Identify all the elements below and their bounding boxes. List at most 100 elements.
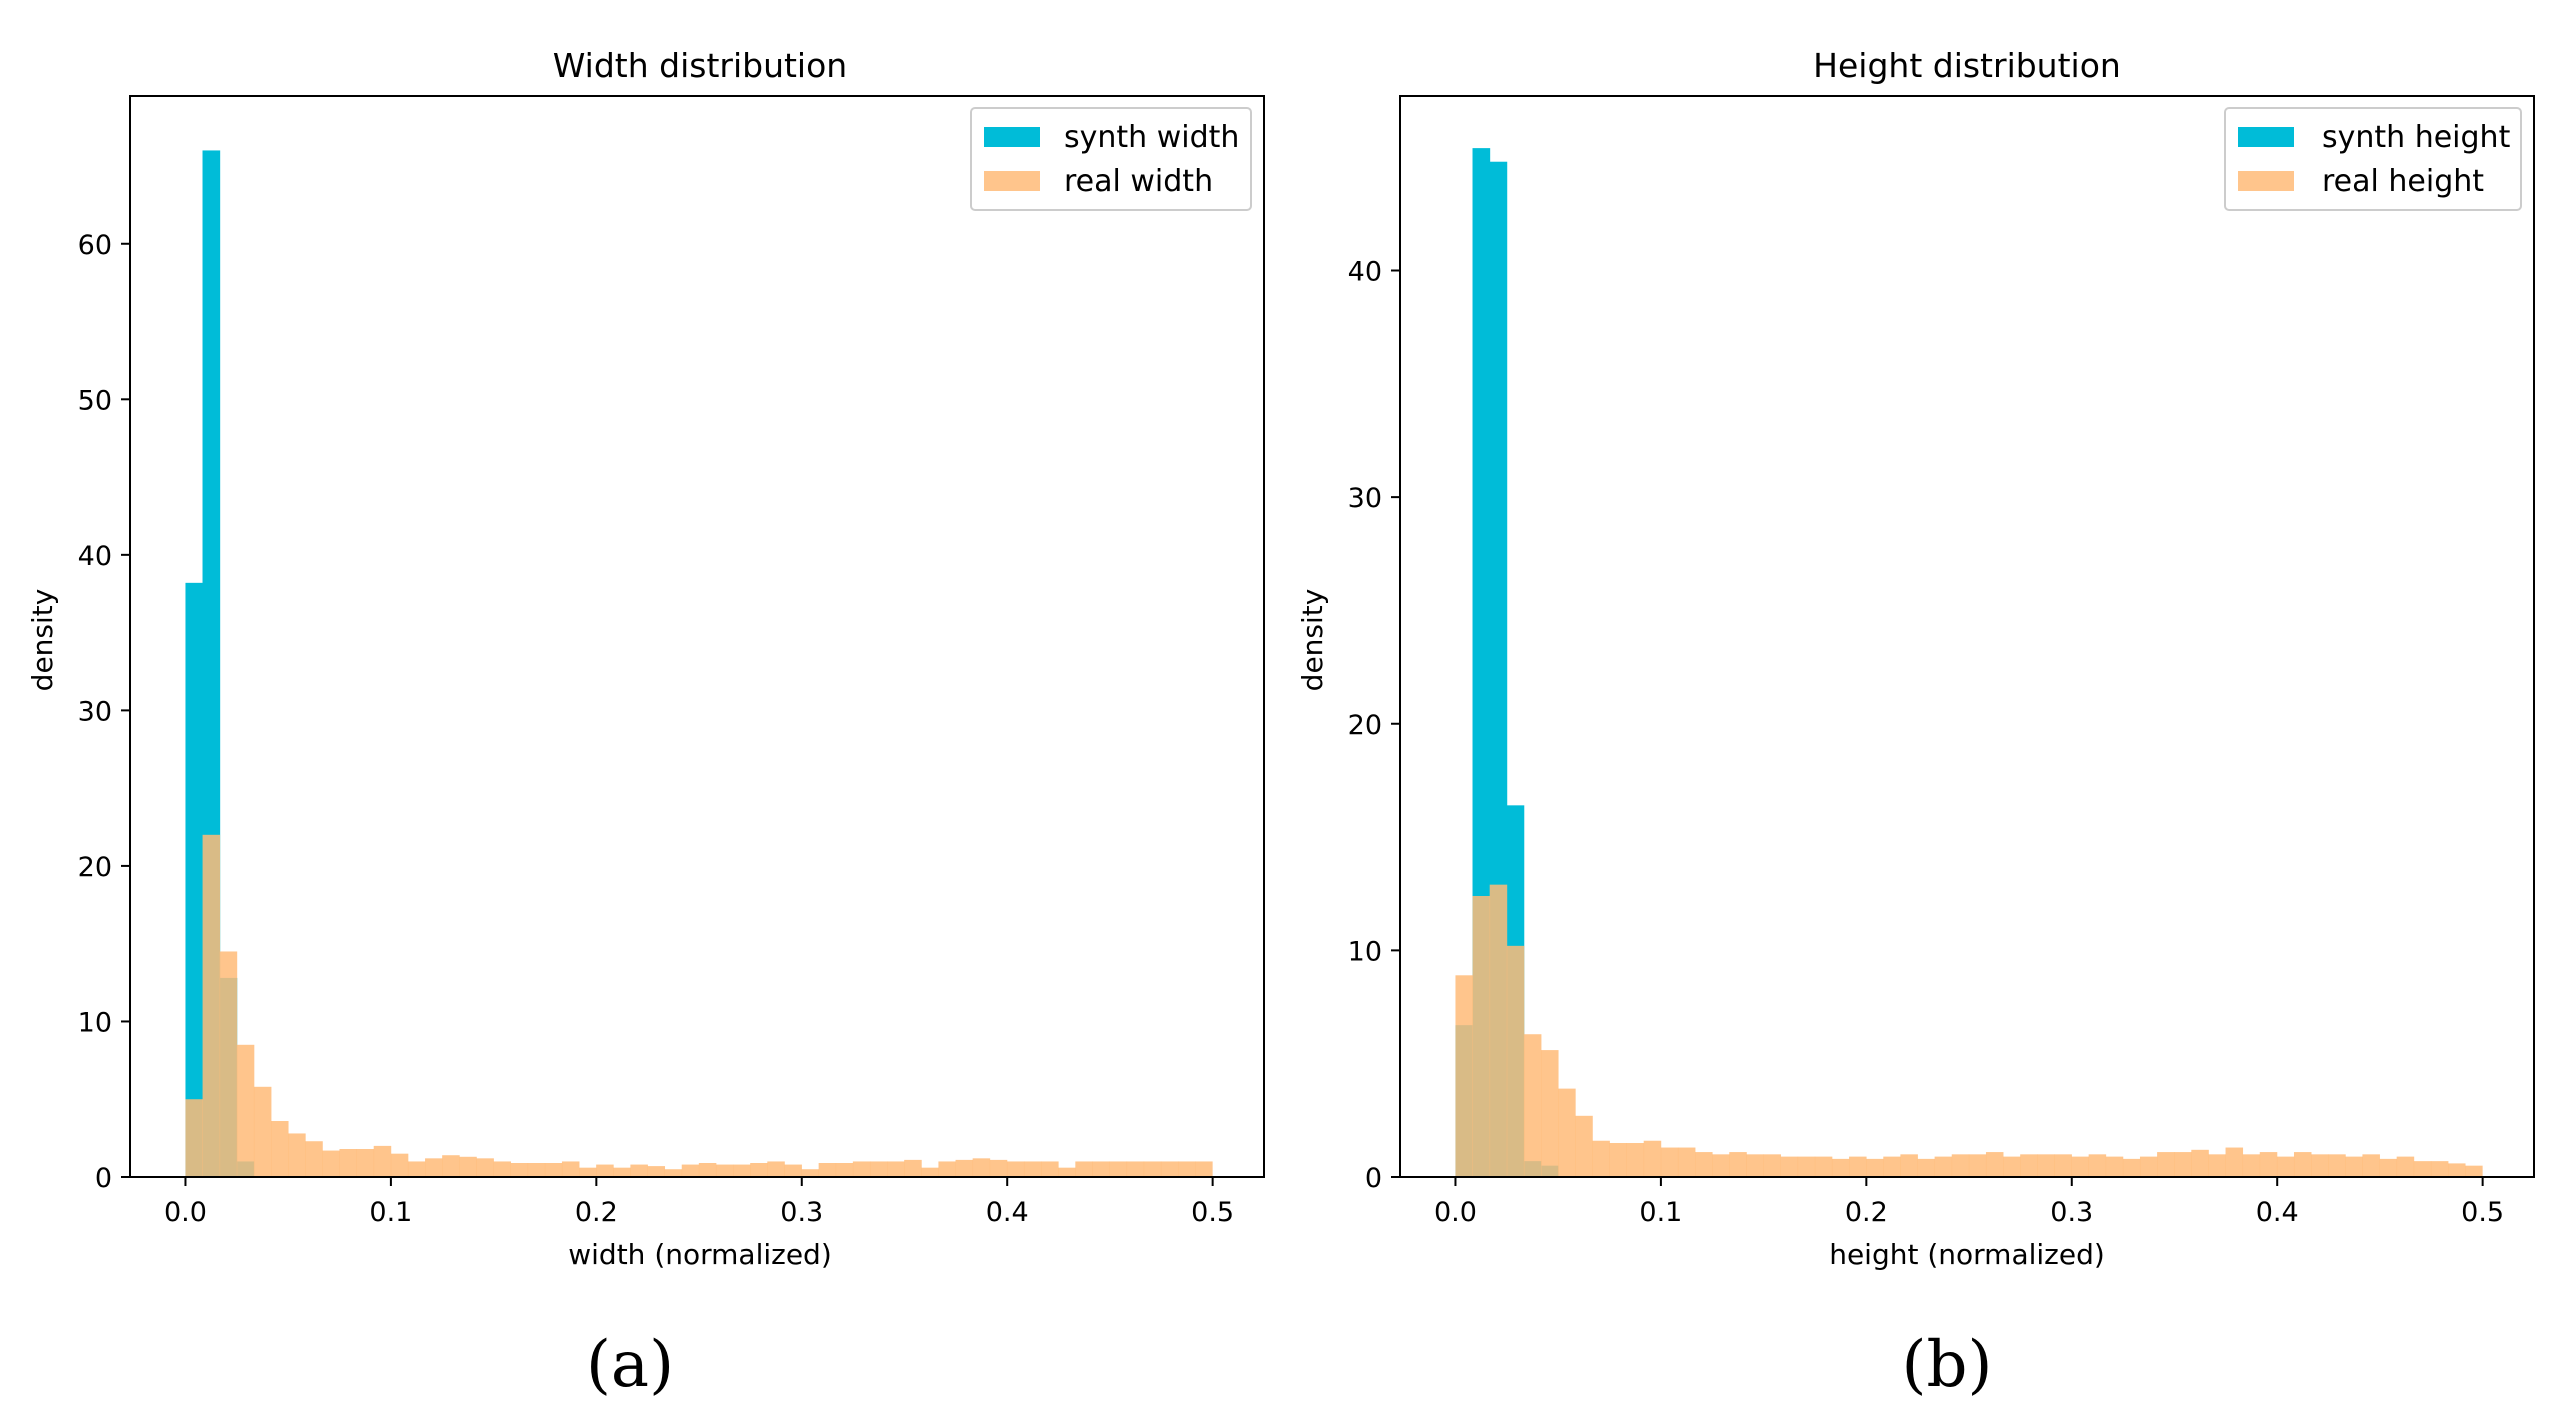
bar-real-width-5 (271, 1121, 289, 1177)
bar-real-width-47 (989, 1159, 1008, 1177)
bar-real-height-0 (1455, 975, 1473, 1177)
x-axis-a: 0.0 0.1 0.2 0.3 0.4 0.5 (164, 1177, 1234, 1228)
bar-real-height-12 (1660, 1147, 1679, 1177)
y-tick-label-b-0: 0 (1365, 1163, 1382, 1194)
bar-real-width-26 (630, 1164, 648, 1177)
bar-real-height-47 (2259, 1152, 2278, 1177)
bar-real-width-21 (544, 1163, 563, 1177)
bar-real-width-32 (733, 1164, 751, 1177)
y-tick-label-a-2: 20 (78, 852, 112, 883)
legend-swatch-synth-height (2238, 127, 2294, 147)
bar-real-width-36 (801, 1169, 820, 1177)
bar-real-height-1 (1472, 895, 1491, 1177)
bar-real-width-2 (219, 951, 238, 1177)
y-tick-label-b-2: 20 (1348, 710, 1382, 741)
bar-real-width-7 (305, 1141, 323, 1177)
bar-real-height-23 (1849, 1156, 1867, 1177)
histogram-bars-b (1455, 148, 2483, 1178)
x-tick-label-a-1: 0.1 (369, 1197, 412, 1228)
bar-real-width-18 (493, 1161, 512, 1177)
bar-real-height-49 (2293, 1152, 2312, 1177)
x-tick-label-b-4: 0.4 (2256, 1197, 2299, 1228)
x-tick-label-a-5: 0.5 (1191, 1197, 1234, 1228)
chart-title-a: Width distribution (553, 46, 847, 85)
bar-real-width-25 (613, 1167, 631, 1177)
legend-a: synth width real width (970, 107, 1252, 211)
bar-real-height-36 (2071, 1156, 2090, 1177)
bar-real-height-40 (2139, 1156, 2158, 1177)
bar-real-width-12 (390, 1153, 409, 1177)
bar-real-width-59 (1195, 1161, 1213, 1177)
bar-real-width-45 (955, 1159, 974, 1177)
bar-real-height-11 (1643, 1140, 1662, 1177)
bar-real-height-55 (2396, 1156, 2415, 1177)
bar-real-width-10 (356, 1149, 375, 1177)
bar-real-width-4 (253, 1086, 272, 1177)
bar-real-width-17 (476, 1158, 494, 1177)
bar-real-width-46 (972, 1158, 991, 1177)
y-axis-a: 0 10 20 30 40 50 60 (78, 230, 130, 1194)
plot-frame-b (1399, 95, 2535, 1178)
bar-real-height-50 (2311, 1154, 2329, 1177)
x-axis-b: 0.0 0.1 0.2 0.3 0.4 0.5 (1434, 1177, 2504, 1228)
bar-real-height-52 (2345, 1156, 2363, 1177)
bar-real-height-28 (1934, 1156, 1953, 1177)
x-tick-label-a-3: 0.3 (780, 1197, 823, 1228)
bar-real-width-16 (459, 1156, 477, 1177)
bar-real-width-31 (715, 1164, 734, 1177)
bar-real-height-42 (2174, 1152, 2192, 1177)
bar-real-height-14 (1695, 1152, 1713, 1177)
panel-caption-b: (b) (1902, 1328, 1993, 1402)
panel-caption-a: (a) (586, 1328, 674, 1402)
bar-real-width-48 (1006, 1161, 1025, 1177)
bar-real-width-13 (407, 1161, 426, 1177)
x-tick-label-b-2: 0.2 (1845, 1197, 1888, 1228)
bar-real-width-50 (1041, 1161, 1059, 1177)
x-tick-label-a-2: 0.2 (575, 1197, 618, 1228)
bar-real-width-40 (869, 1161, 888, 1177)
bar-real-width-42 (904, 1159, 922, 1177)
bar-real-height-41 (2157, 1152, 2175, 1177)
bar-real-width-44 (938, 1161, 956, 1177)
bar-real-height-22 (1831, 1158, 1850, 1177)
bar-real-width-0 (185, 1099, 203, 1177)
bar-real-width-8 (322, 1150, 340, 1177)
x-tick-label-b-5: 0.5 (2461, 1197, 2504, 1228)
bar-real-width-22 (561, 1161, 580, 1177)
bar-real-height-32 (2003, 1156, 2021, 1177)
bar-real-width-51 (1058, 1167, 1076, 1177)
legend-swatch-real-width (984, 171, 1040, 191)
bar-real-height-10 (1626, 1143, 1645, 1177)
y-tick-label-a-4: 40 (78, 541, 112, 572)
legend-box-b (2224, 107, 2522, 211)
bar-real-height-56 (2413, 1161, 2432, 1177)
bar-real-height-31 (1985, 1152, 2004, 1177)
bar-real-width-35 (784, 1164, 802, 1177)
legend-b: synth height real height (2224, 107, 2522, 211)
legend-label-synth-height: synth height (2322, 120, 2511, 155)
bar-real-width-24 (596, 1164, 614, 1177)
bar-real-height-6 (1558, 1088, 1576, 1177)
bar-real-height-4 (1523, 1034, 1542, 1177)
bar-real-width-14 (425, 1158, 443, 1177)
bar-real-width-54 (1109, 1161, 1128, 1177)
y-tick-label-a-5: 50 (78, 385, 112, 416)
legend-box-a (970, 107, 1252, 211)
x-tick-label-b-1: 0.1 (1639, 1197, 1682, 1228)
y-tick-label-b-3: 30 (1348, 483, 1382, 514)
bar-real-height-2 (1489, 884, 1508, 1177)
bar-real-width-43 (921, 1167, 939, 1177)
bar-real-height-20 (1797, 1156, 1816, 1177)
histogram-bars-a (185, 150, 1213, 1178)
bar-real-height-43 (2191, 1149, 2209, 1177)
legend-swatch-real-height (2238, 171, 2294, 191)
bar-real-height-37 (2088, 1154, 2107, 1177)
bar-real-width-11 (373, 1145, 392, 1177)
bar-real-width-6 (288, 1133, 306, 1177)
bar-real-height-24 (1866, 1158, 1884, 1177)
y-tick-label-b-4: 40 (1348, 257, 1382, 288)
bar-real-width-55 (1126, 1161, 1145, 1177)
bar-real-height-3 (1506, 945, 1525, 1177)
